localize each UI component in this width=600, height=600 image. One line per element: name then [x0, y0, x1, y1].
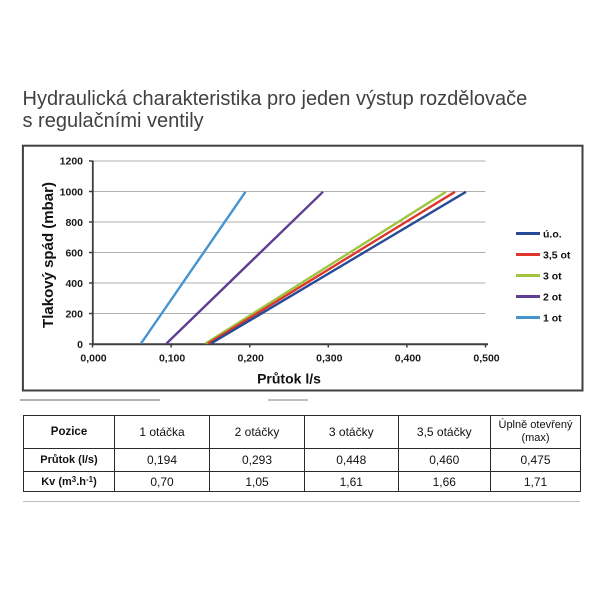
- svg-text:2 ot: 2 ot: [543, 291, 562, 303]
- svg-text:400: 400: [65, 278, 83, 290]
- svg-text:1200: 1200: [60, 156, 84, 168]
- svg-text:0,000: 0,000: [80, 353, 106, 365]
- svg-text:3 ot: 3 ot: [543, 270, 562, 282]
- svg-text:Průtok l/s: Průtok l/s: [257, 371, 321, 387]
- svg-text:0,100: 0,100: [159, 353, 185, 365]
- svg-text:600: 600: [65, 247, 83, 259]
- svg-text:0,200: 0,200: [238, 353, 264, 365]
- svg-text:0,400: 0,400: [395, 353, 421, 365]
- svg-text:0,300: 0,300: [316, 353, 342, 365]
- svg-text:ú.o.: ú.o.: [543, 228, 562, 240]
- svg-text:Tlakový spád (mbar): Tlakový spád (mbar): [40, 182, 57, 328]
- svg-text:0: 0: [77, 339, 83, 351]
- svg-text:0,500: 0,500: [473, 353, 499, 365]
- svg-text:1 ot: 1 ot: [543, 312, 562, 324]
- svg-text:200: 200: [65, 308, 83, 320]
- svg-text:3,5 ot: 3,5 ot: [543, 249, 571, 261]
- svg-text:1000: 1000: [60, 186, 84, 198]
- svg-text:800: 800: [65, 217, 83, 229]
